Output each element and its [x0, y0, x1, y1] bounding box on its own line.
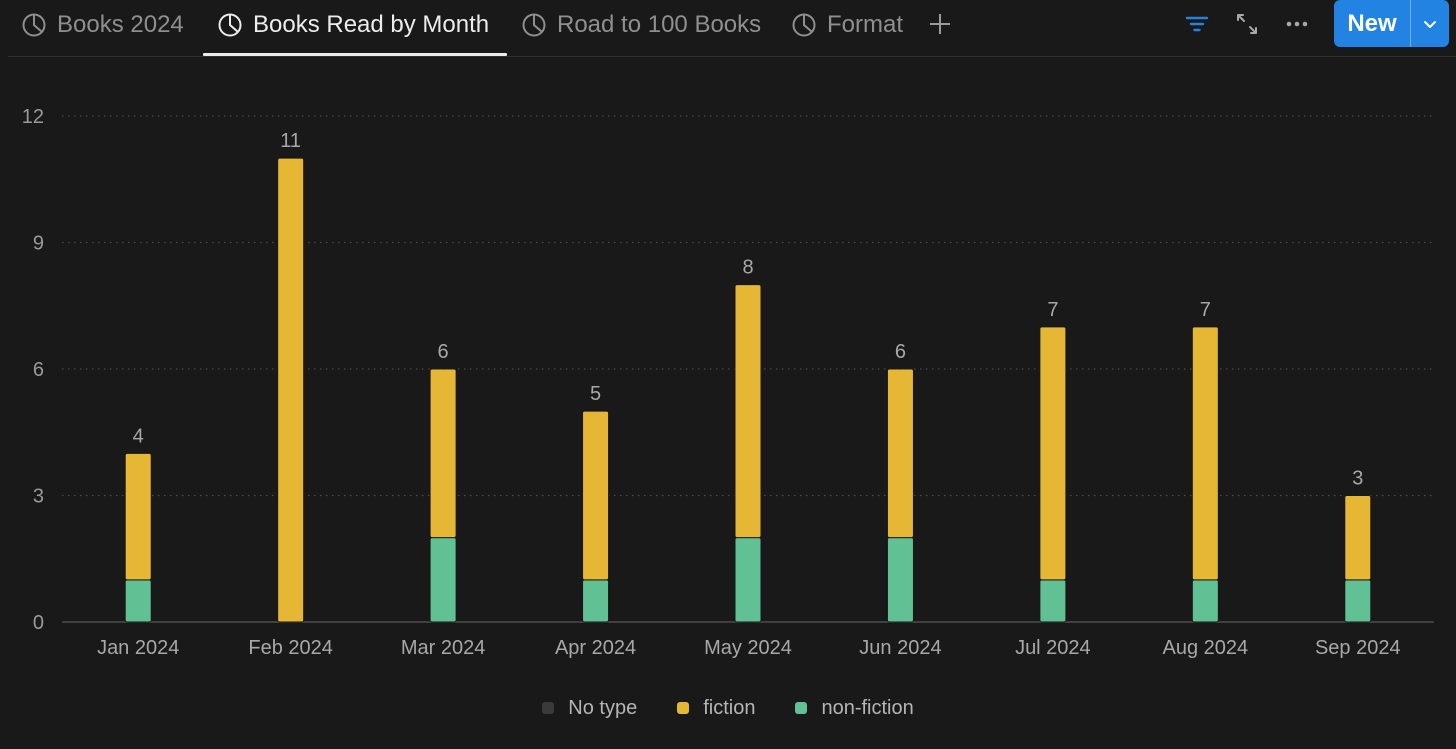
x-tick-label: Mar 2024	[401, 637, 486, 659]
bar-non-fiction	[582, 579, 610, 623]
y-tick-label: 0	[33, 612, 44, 634]
bar-non-fiction	[886, 537, 914, 623]
bar-total-label: 7	[1047, 299, 1058, 321]
legend-item-fiction[interactable]: fiction	[677, 697, 755, 720]
bar-total-label: 8	[742, 257, 753, 279]
new-button-divider	[1410, 0, 1411, 47]
pie-chart-icon	[21, 12, 47, 38]
legend-swatch-non-fiction	[795, 702, 808, 714]
tab-books-read-by-month[interactable]: Books Read by Month	[217, 0, 489, 50]
x-tick-label: Jan 2024	[97, 637, 179, 659]
chevron-down-icon[interactable]	[1411, 0, 1449, 47]
y-tick-label: 12	[22, 106, 44, 128]
bar-non-fiction	[1039, 579, 1067, 623]
legend-item-no-type[interactable]: No type	[542, 697, 637, 720]
bar-non-fiction	[429, 537, 457, 623]
bar-total-label: 5	[590, 383, 601, 405]
bar-total-label: 3	[1352, 468, 1363, 490]
chart-legend: No type fiction non-fiction	[0, 694, 1456, 722]
y-tick-label: 3	[33, 486, 44, 508]
bar-total-label: 6	[895, 341, 906, 363]
expand-icon[interactable]	[1232, 9, 1262, 39]
y-tick-label: 9	[33, 233, 44, 255]
new-button[interactable]: New	[1334, 0, 1449, 47]
legend-label: non-fiction	[821, 696, 914, 719]
active-tab-indicator	[203, 53, 507, 56]
filter-icon[interactable]	[1182, 9, 1212, 39]
x-tick-label: Aug 2024	[1163, 637, 1249, 659]
bar-non-fiction	[1344, 579, 1372, 623]
y-tick-label: 6	[33, 359, 44, 381]
bar-fiction	[1344, 495, 1372, 581]
bar-fiction	[1039, 326, 1067, 581]
bar-non-fiction	[1191, 579, 1219, 623]
tab-label: Format	[827, 11, 904, 38]
x-tick-label: Feb 2024	[248, 637, 333, 659]
tab-label: Books Read by Month	[253, 11, 490, 38]
legend-swatch-no-type	[542, 702, 555, 714]
legend-swatch-fiction	[677, 702, 690, 714]
tab-label: Road to 100 Books	[557, 11, 762, 38]
pie-chart-icon	[217, 12, 243, 38]
bar-total-label: 4	[133, 425, 144, 447]
pie-chart-icon	[791, 12, 817, 38]
bar-fiction	[277, 157, 305, 623]
x-tick-label: Apr 2024	[555, 637, 636, 659]
x-tick-label: Jun 2024	[859, 637, 941, 659]
legend-item-non-fiction[interactable]: non-fiction	[795, 696, 914, 720]
x-tick-label: Jul 2024	[1015, 637, 1091, 659]
bar-fiction	[582, 410, 610, 581]
plus-icon[interactable]	[927, 11, 953, 37]
tab-format[interactable]: Format	[791, 0, 903, 50]
bar-fiction	[734, 284, 762, 539]
bar-non-fiction	[124, 579, 152, 623]
legend-label: No type	[568, 696, 638, 719]
pie-chart-icon	[521, 12, 547, 38]
bar-chart: 0 3 6 9 12 4 Jan 2024 11 Feb 2024 6 Mar 2024 5 Apr 2…	[22, 106, 1434, 659]
legend-label: fiction	[703, 696, 756, 719]
x-tick-label: Sep 2024	[1315, 637, 1401, 659]
bar-fiction	[886, 368, 914, 539]
tab-bar: Books 2024 Books Read by Month Road to 1…	[0, 0, 1456, 57]
bar-fiction	[429, 368, 457, 539]
new-button-label[interactable]: New	[1347, 9, 1397, 37]
tab-books-2024[interactable]: Books 2024	[21, 0, 184, 50]
bar-total-label: 11	[280, 130, 301, 152]
bar-fiction	[124, 452, 152, 581]
bar-non-fiction	[734, 537, 762, 623]
tab-road-to-100-books[interactable]: Road to 100 Books	[521, 0, 761, 50]
x-tick-label: May 2024	[704, 637, 792, 659]
tab-bar-divider	[8, 56, 1456, 57]
more-icon[interactable]	[1282, 9, 1312, 39]
tab-label: Books 2024	[57, 11, 184, 38]
bar-total-label: 6	[438, 341, 449, 363]
bar-fiction	[1191, 326, 1219, 581]
bar-total-label: 7	[1200, 299, 1211, 321]
